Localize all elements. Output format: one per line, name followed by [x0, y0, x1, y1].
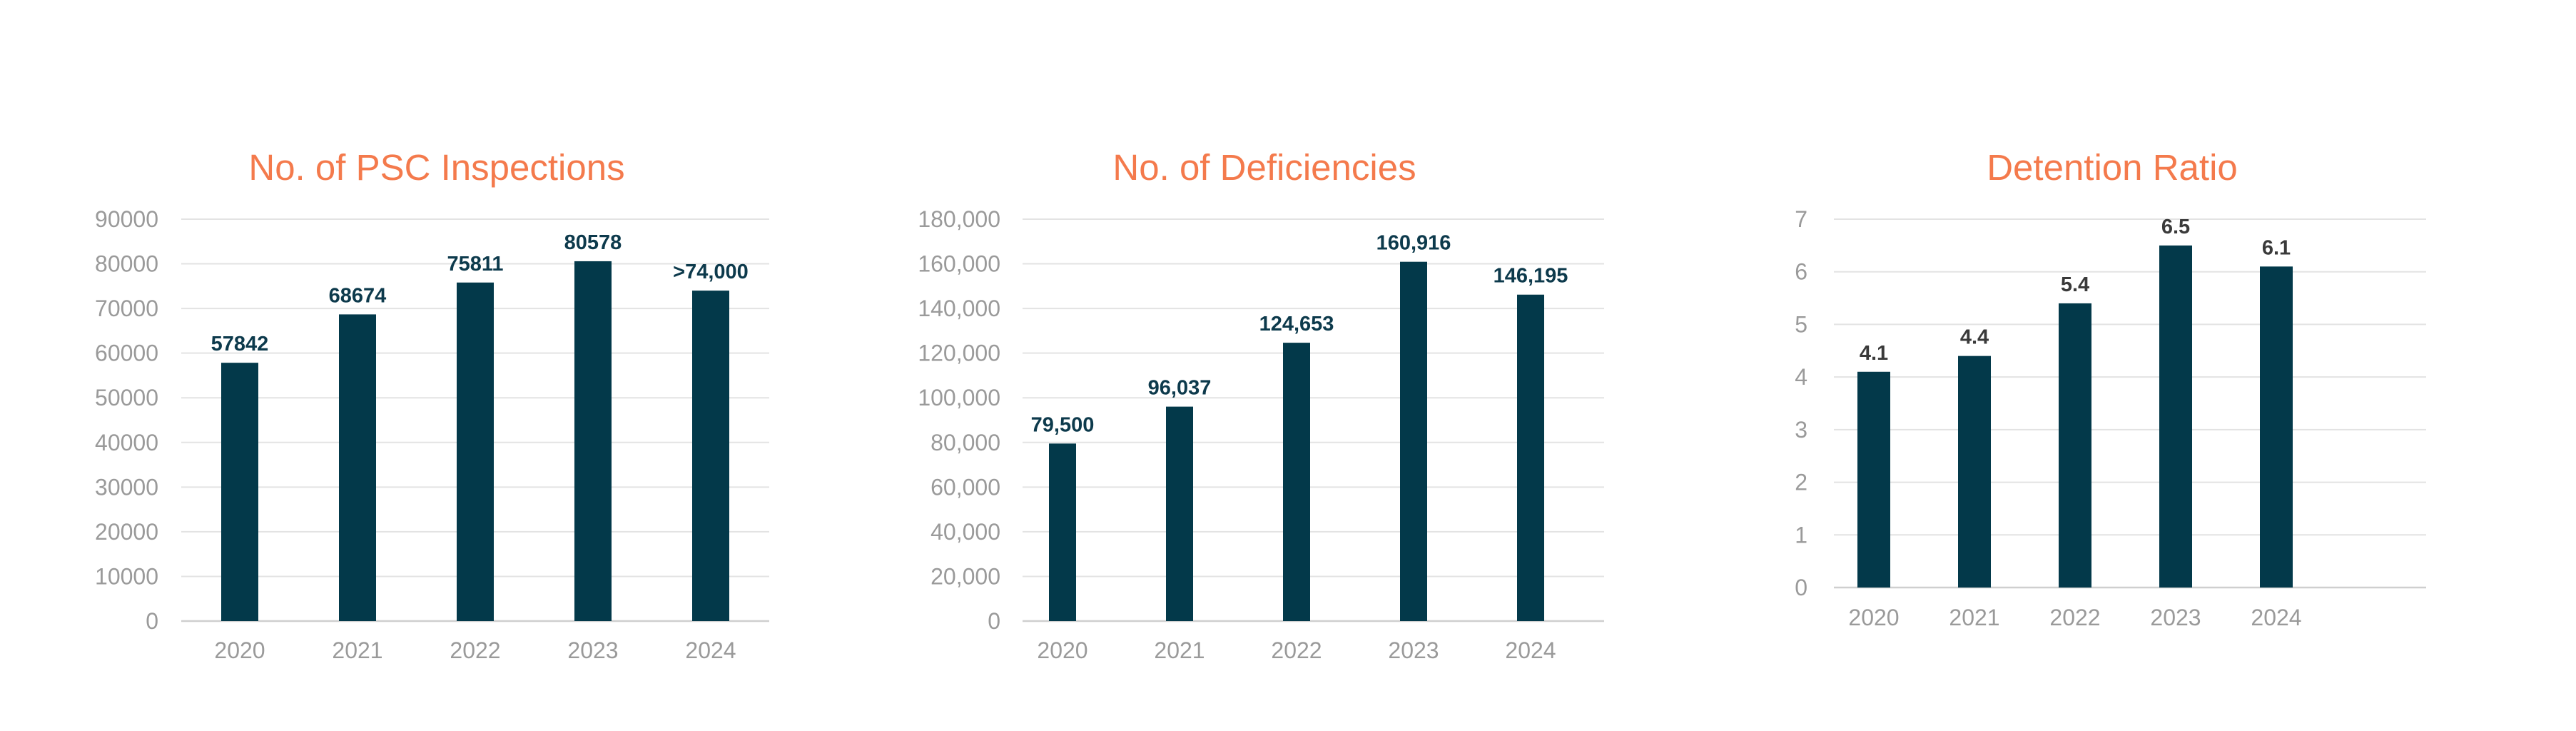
y-tick-label: 60000 [95, 341, 158, 366]
bar [574, 261, 612, 621]
bar [1283, 343, 1310, 621]
y-tick-label: 30000 [95, 474, 158, 500]
y-tick-label: 40,000 [930, 519, 1000, 545]
data-label: 6.5 [2161, 216, 2190, 238]
data-label: 96,037 [1148, 377, 1212, 400]
bar [1517, 294, 1544, 621]
bar [1400, 261, 1427, 621]
data-label: 57842 [211, 333, 269, 356]
data-label: 5.4 [2061, 273, 2089, 296]
bar [457, 282, 494, 621]
y-tick-label: 60,000 [930, 474, 1000, 500]
chart-title: No. of PSC Inspections [248, 147, 624, 188]
x-tick-label: 2022 [1271, 637, 1322, 663]
y-tick-label: 40000 [95, 430, 158, 455]
bar [2059, 303, 2091, 588]
bar [1958, 356, 1991, 588]
x-tick-label: 2024 [1505, 637, 1556, 663]
bar [692, 291, 729, 621]
data-label: 79,500 [1031, 413, 1095, 436]
chart-title: No. of Deficiencies [1112, 147, 1416, 188]
y-tick-label: 100,000 [918, 385, 1000, 410]
x-tick-label: 2023 [1388, 637, 1439, 663]
data-label: 4.1 [1860, 342, 1888, 365]
y-tick-label: 0 [1795, 575, 1807, 600]
y-tick-label: 3 [1795, 417, 1807, 443]
x-tick-label: 2022 [450, 637, 500, 663]
data-label: 75811 [447, 253, 503, 276]
x-tick-label: 2024 [685, 637, 736, 663]
chart-psc-inspections: No. of PSC Inspections 0 10000 20000 30000 40… [95, 147, 769, 663]
bar [2159, 245, 2192, 588]
data-label: 146,195 [1494, 265, 1568, 288]
y-tick-label: 140,000 [918, 296, 1000, 321]
chart-deficiencies: No. of Deficiencies 0 20,000 40,000 60,000 80… [918, 147, 1604, 663]
y-tick-label: 1 [1795, 522, 1807, 548]
data-label: 6.1 [2262, 236, 2291, 259]
data-label: 68674 [329, 284, 387, 307]
y-tick-label: 80000 [95, 251, 158, 277]
y-tick-label: 120,000 [918, 341, 1000, 366]
y-tick-label: 20,000 [930, 563, 1000, 589]
y-tick-label: 90000 [95, 206, 158, 232]
y-tick-label: 80,000 [930, 430, 1000, 455]
y-tick-label: 0 [988, 608, 1000, 634]
y-tick-label: 7 [1795, 206, 1807, 232]
y-tick-label: 180,000 [918, 206, 1000, 232]
x-tick-label: 2021 [1154, 637, 1205, 663]
y-tick-label: 4 [1795, 364, 1807, 390]
bar [1166, 406, 1193, 621]
x-tick-label: 2022 [2049, 605, 2100, 630]
x-tick-label: 2024 [2251, 605, 2301, 630]
bar [1857, 371, 1890, 588]
y-tick-label: 160,000 [918, 251, 1000, 277]
bar [2260, 266, 2293, 588]
y-tick-label: 20000 [95, 519, 158, 545]
y-tick-label: 10000 [95, 563, 158, 589]
chart-detention-ratio: Detention Ratio 0 1 2 3 4 5 6 7 4.1 2020 4.4 2021 5.4… [1795, 147, 2426, 630]
bar [221, 363, 258, 621]
bar [339, 314, 376, 621]
data-label: >74,000 [673, 261, 749, 283]
x-tick-label: 2023 [2150, 605, 2201, 630]
x-tick-label: 2021 [1949, 605, 1999, 630]
y-tick-label: 0 [146, 608, 158, 634]
x-tick-label: 2021 [332, 637, 382, 663]
x-tick-label: 2023 [567, 637, 618, 663]
x-tick-label: 2020 [1037, 637, 1087, 663]
bar [1049, 443, 1076, 621]
y-tick-label: 2 [1795, 470, 1807, 495]
data-label: 4.4 [1960, 326, 1989, 349]
x-tick-label: 2020 [214, 637, 265, 663]
y-tick-label: 5 [1795, 311, 1807, 337]
y-tick-label: 50000 [95, 385, 158, 410]
data-label: 160,916 [1376, 232, 1451, 255]
x-tick-label: 2020 [1848, 605, 1899, 630]
data-label: 124,653 [1259, 313, 1334, 336]
data-label: 80578 [564, 231, 622, 254]
chart-title: Detention Ratio [1987, 147, 2238, 188]
y-tick-label: 6 [1795, 259, 1807, 285]
y-tick-label: 70000 [95, 296, 158, 321]
